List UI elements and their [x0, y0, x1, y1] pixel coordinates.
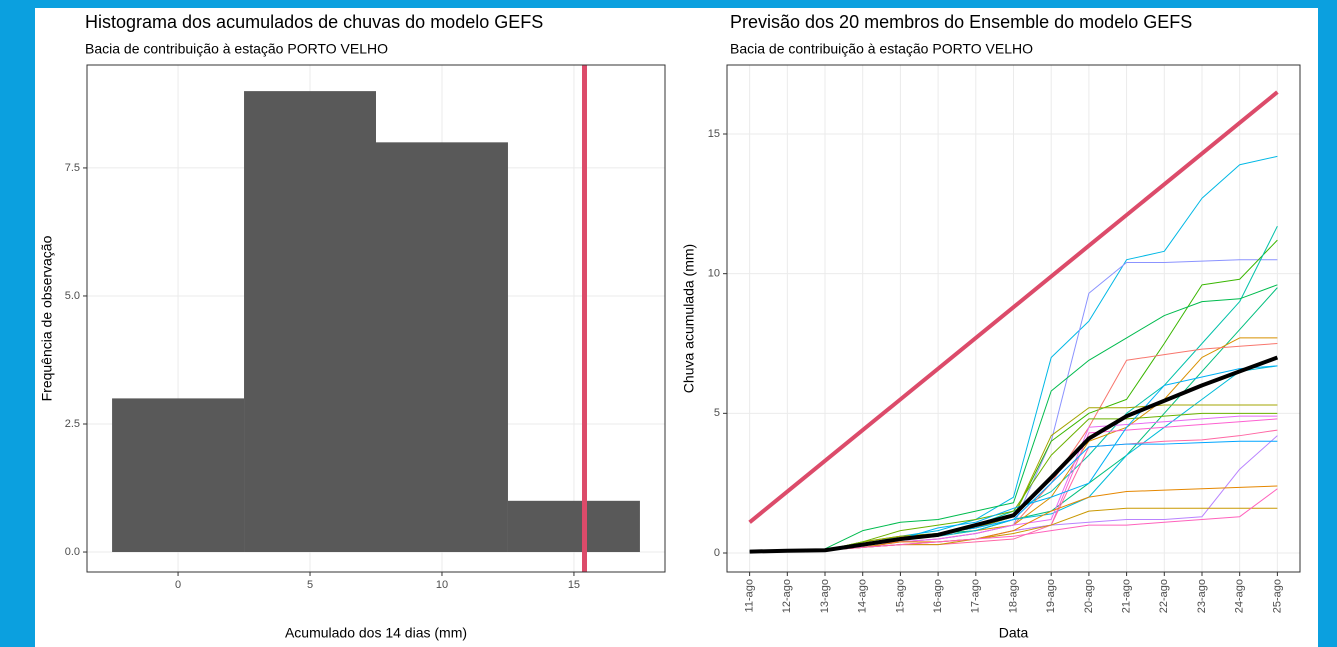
- y-tick-label: 15: [708, 128, 720, 140]
- x-tick-label: 5: [307, 579, 313, 591]
- series-line: [749, 355, 1279, 554]
- bar: [112, 398, 245, 553]
- y-tick-label: 2.5: [65, 418, 80, 430]
- series-line: [748, 90, 1279, 524]
- x-axis-title: Data: [999, 625, 1029, 641]
- bar: [376, 142, 508, 553]
- x-tick-label: 10: [436, 579, 448, 591]
- panel-border: [726, 64, 1301, 573]
- x-tick-label: 14-ago: [857, 579, 869, 613]
- y-tick-label: 5: [714, 407, 720, 419]
- x-tick-label: 22-ago: [1158, 579, 1170, 613]
- x-axis-title: Acumulado dos 14 dias (mm): [285, 625, 467, 641]
- x-tick-label: 20-ago: [1083, 579, 1095, 613]
- chart-subtitle: Bacia de contribuição à estação PORTO VE…: [85, 41, 388, 57]
- chart-title: Previsão dos 20 membros do Ensemble do m…: [730, 12, 1192, 32]
- x-tick-label: 12-ago: [781, 579, 793, 613]
- bar: [244, 91, 376, 553]
- y-tick-label: 5.0: [65, 290, 80, 302]
- x-tick-label: 13-ago: [819, 579, 831, 613]
- x-tick-label: 21-ago: [1120, 579, 1132, 613]
- x-tick-label: 0: [175, 579, 181, 591]
- x-tick-label: 17-ago: [970, 579, 982, 613]
- y-tick-label: 0.0: [65, 546, 80, 558]
- x-tick-label: 23-ago: [1196, 579, 1208, 613]
- chart-subtitle: Bacia de contribuição à estação PORTO VE…: [730, 41, 1033, 57]
- y-axis-title: Frequência de observação: [39, 235, 55, 401]
- y-tick-label: 7.5: [65, 162, 80, 174]
- x-tick-label: 19-ago: [1045, 579, 1057, 613]
- series-line: [749, 284, 1278, 553]
- chart-title: Histograma dos acumulados de chuvas do m…: [85, 12, 543, 32]
- x-tick-label: 15-ago: [894, 579, 906, 613]
- panel-border: [86, 64, 666, 573]
- x-tick-label: 15: [568, 579, 580, 591]
- x-tick-label: 16-ago: [932, 579, 944, 613]
- y-tick-label: 0: [714, 547, 720, 559]
- x-tick-label: 25-ago: [1271, 579, 1283, 613]
- x-tick-label: 11-ago: [744, 579, 756, 612]
- y-tick-label: 10: [708, 268, 720, 280]
- bar: [507, 500, 640, 553]
- x-tick-label: 18-ago: [1007, 579, 1019, 613]
- y-axis-title: Chuva acumulada (mm): [681, 244, 697, 393]
- x-tick-label: 24-ago: [1234, 579, 1246, 613]
